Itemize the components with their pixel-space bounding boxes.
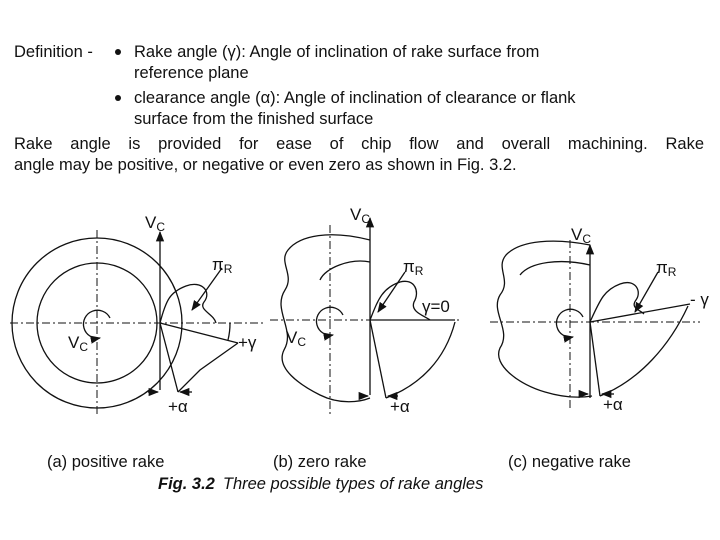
panel-positive-rake: VC πR +γ +α VC (a) positive rake	[10, 213, 265, 471]
paragraph-line: angle may be positive, or negative or ev…	[14, 156, 517, 174]
rake-label: - γ	[690, 290, 709, 309]
panel-negative-rake: VC πR - γ +α (c) negative rake	[490, 225, 709, 471]
velocity-label: VC	[286, 328, 306, 349]
plane-label: πR	[656, 258, 677, 279]
panel-caption: (c) negative rake	[508, 453, 631, 471]
paragraph-line: Rake angle is provided for ease of chip …	[14, 135, 704, 153]
panel-zero-rake: VC πR γ=0 +α VC (b) zero rake	[270, 205, 460, 471]
definition-label: Definition -	[14, 43, 93, 61]
definition-line: reference plane	[134, 64, 249, 82]
figure-caption: Fig. 3.2 Three possible types of rake ang…	[158, 475, 483, 493]
panel-caption: (b) zero rake	[273, 453, 367, 471]
rake-label: +γ	[238, 333, 257, 352]
definition-line: surface from the finished surface	[134, 110, 374, 128]
panel-caption: (a) positive rake	[47, 453, 164, 471]
velocity-label: VC	[145, 213, 165, 234]
clearance-label: +α	[603, 395, 623, 414]
rake-label: γ=0	[422, 297, 450, 316]
velocity-label: VC	[350, 205, 370, 226]
bullet	[115, 49, 121, 55]
velocity-label: VC	[68, 333, 88, 354]
clearance-label: +α	[390, 397, 410, 416]
velocity-label: VC	[571, 225, 591, 246]
definition-line: clearance angle (α): Angle of inclinatio…	[134, 89, 576, 107]
plane-label: πR	[212, 255, 233, 276]
definition-line: Rake angle (γ): Angle of inclination of …	[134, 43, 540, 61]
clearance-label: +α	[168, 397, 188, 416]
plane-label: πR	[403, 257, 424, 278]
bullet	[115, 95, 121, 101]
